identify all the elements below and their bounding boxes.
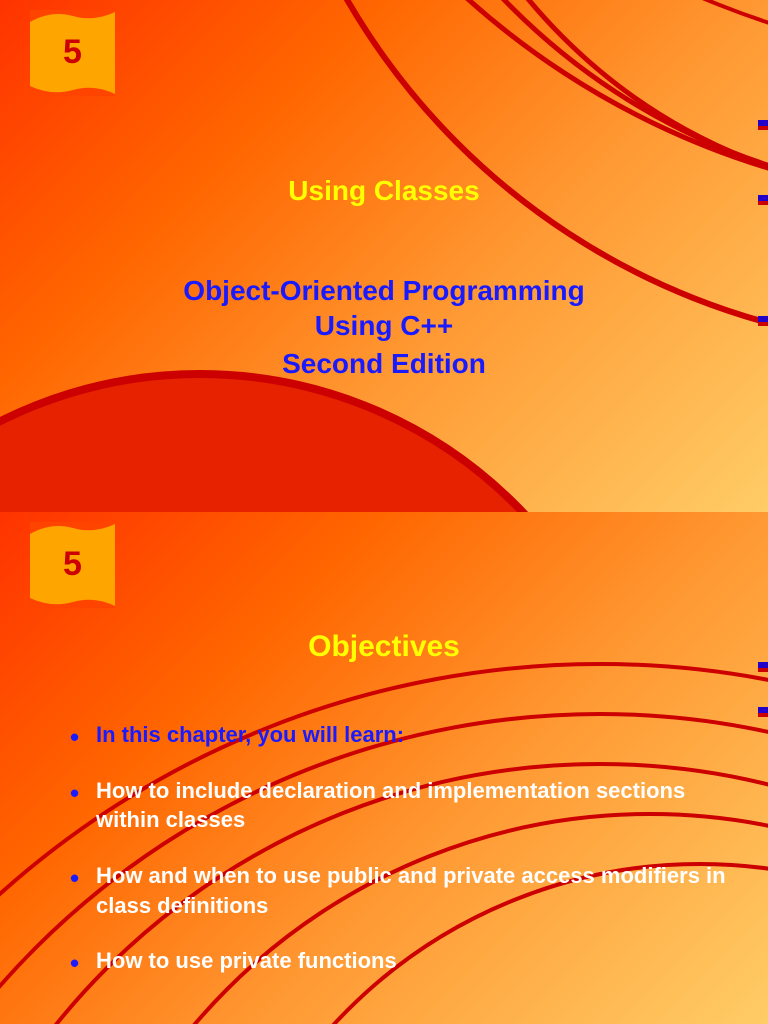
slide-objectives: 5 Objectives In this chapter, you will l…: [0, 512, 768, 1024]
objective-item: How to use private functions: [70, 946, 728, 976]
flag-wave-top: [30, 522, 115, 534]
objectives-intro: In this chapter, you will learn:: [70, 720, 728, 750]
decorative-arc: [0, 370, 650, 512]
objectives-title: Objectives: [0, 630, 768, 664]
subtitle-line1: Object-Oriented Programming: [0, 275, 768, 307]
flag-wave-bottom: [30, 84, 115, 96]
objective-item: How and when to use public and private a…: [70, 861, 728, 920]
flag-wave-bottom: [30, 596, 115, 608]
edge-tick: [758, 707, 768, 717]
subtitle-line3: Second Edition: [0, 348, 768, 380]
chapter-flag: 5: [30, 10, 115, 95]
objectives-list: In this chapter, you will learn: How to …: [70, 720, 728, 1002]
slide-title: 5 Using Classes Object-Oriented Programm…: [0, 0, 768, 512]
flag-wave-top: [30, 10, 115, 22]
chapter-number: 5: [63, 33, 82, 72]
objective-item: How to include declaration and implement…: [70, 776, 728, 835]
chapter-flag: 5: [30, 522, 115, 607]
edge-tick: [758, 120, 768, 130]
subtitle-line2: Using C++: [0, 310, 768, 342]
slide-title-text: Using Classes: [0, 175, 768, 207]
chapter-number: 5: [63, 545, 82, 584]
